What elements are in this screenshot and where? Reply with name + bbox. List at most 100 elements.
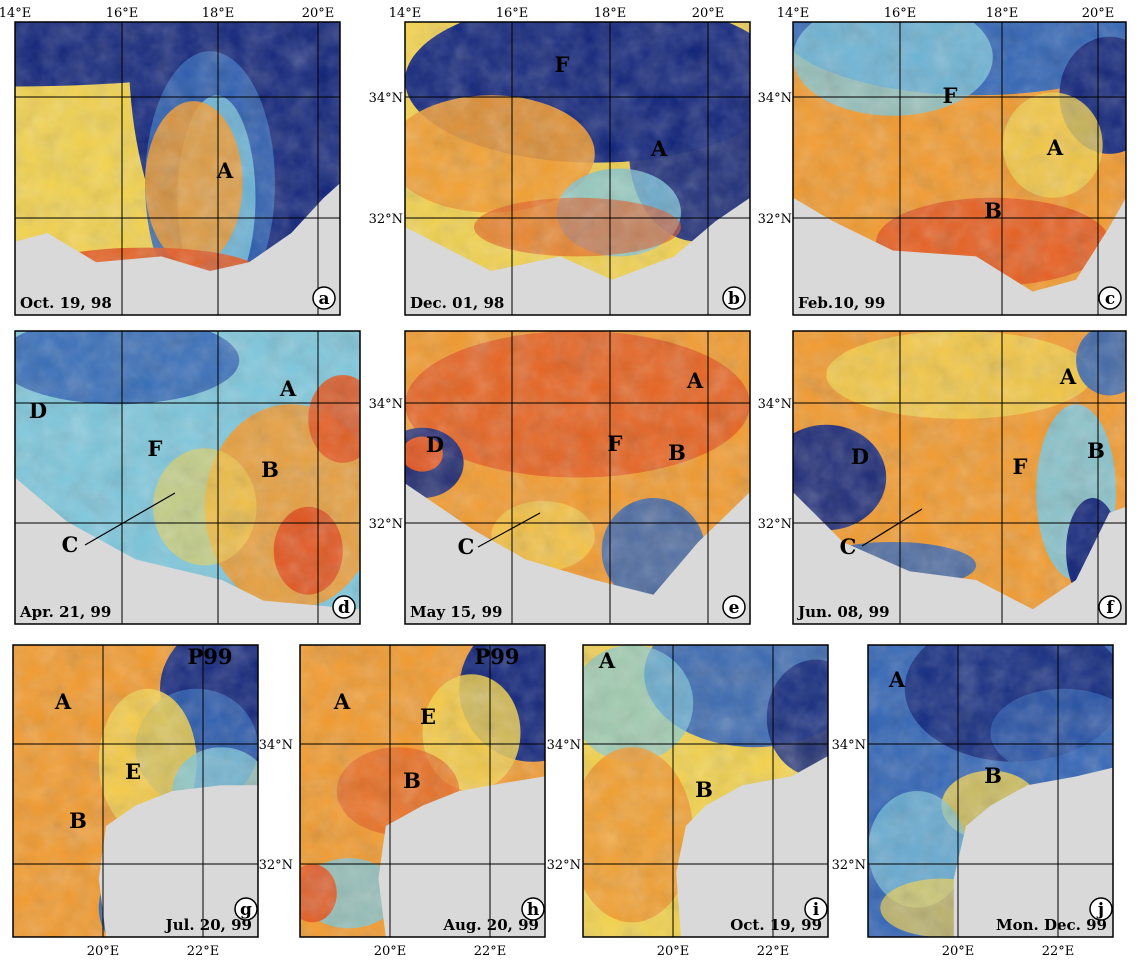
land-mass xyxy=(793,492,1126,624)
lon-tick-label: 18°E xyxy=(202,6,235,21)
feature-label-b: B xyxy=(695,777,713,802)
date-label: Oct. 19, 98 xyxy=(20,294,112,312)
feature-label-b: B xyxy=(984,198,1002,223)
lat-tick-label: 34°N xyxy=(758,91,792,106)
lat-tick-label: 32°N xyxy=(758,212,792,227)
date-label: Aug. 20, 99 xyxy=(442,916,539,934)
lon-tick-label: 22°E xyxy=(1042,944,1075,959)
lon-tick-label: 14°E xyxy=(389,6,422,21)
panel-id-label: a xyxy=(318,289,329,309)
date-label: Jun. 08, 99 xyxy=(796,603,890,621)
feature-label-a: A xyxy=(650,136,668,161)
lat-tick-label: 32°N xyxy=(259,858,293,873)
land-mass xyxy=(953,767,1113,937)
map-panel-b: F A Dec. 01, 98 b xyxy=(404,21,751,316)
panel-badge xyxy=(722,595,746,619)
feature-label-c: C xyxy=(458,534,475,559)
feature-label-b: B xyxy=(69,808,87,833)
panel-badge xyxy=(1089,897,1113,921)
lon-tick-label: 22°E xyxy=(474,944,507,959)
map-panel-i: A B Oct. 19, 99i xyxy=(582,644,829,938)
lon-tick-label: 20°E xyxy=(374,944,407,959)
feature-label-a: A xyxy=(1046,135,1064,160)
panel-frame xyxy=(404,330,751,625)
map-panel-j: A B Mon. Dec. 99j xyxy=(867,644,1114,938)
panel-frame xyxy=(404,21,751,316)
panel-frame xyxy=(582,644,829,938)
date-label: Oct. 19, 99 xyxy=(730,916,822,934)
lon-tick-label: 20°E xyxy=(1082,6,1115,21)
map-panel-f: A D F B C Jun. 08, 99 f xyxy=(792,330,1127,625)
land-mass xyxy=(378,776,545,937)
map-panel-e: A D F B C May 15, 99 e xyxy=(404,330,751,625)
panel-frame xyxy=(867,644,1114,938)
lon-tick-label: 20°E xyxy=(942,944,975,959)
lat-tick-label: 34°N xyxy=(259,738,293,753)
panel-badge xyxy=(234,897,258,921)
feature-label-d: D xyxy=(426,432,444,457)
feature-label-a: A xyxy=(686,368,704,393)
feature-label-a: A xyxy=(279,376,297,401)
map-panel-g: P99 A E B Jul. 20, 99g xyxy=(12,644,259,938)
panel-badge xyxy=(804,897,828,921)
lon-tick-label: 16°E xyxy=(106,6,139,21)
land-mass xyxy=(405,483,750,624)
land-mass xyxy=(676,756,828,937)
lon-tick-label: 18°E xyxy=(594,6,627,21)
feature-pointer-line xyxy=(477,512,541,548)
feature-label-e: E xyxy=(125,759,141,784)
land-mass xyxy=(15,183,340,315)
axis-labels: 14°E 16°E 18°E 20°E 14°E 16°E 18°E 20°E 14°E 16°E… xyxy=(0,6,1114,959)
date-label: Feb.10, 99 xyxy=(798,294,885,312)
feature-pointer-line xyxy=(861,508,923,547)
lon-tick-label: 22°E xyxy=(187,944,220,959)
date-label: Mon. Dec. 99 xyxy=(996,916,1107,934)
panel-frame xyxy=(12,644,259,938)
feature-label-b: B xyxy=(668,440,686,465)
feature-label-b: B xyxy=(984,763,1002,788)
date-label: Jul. 20, 99 xyxy=(164,916,252,934)
panel-badge xyxy=(1098,286,1122,310)
lon-tick-label: 18°E xyxy=(986,6,1019,21)
panel-id-label: g xyxy=(240,900,252,920)
map-panel-h: P99 A E B Aug. 20, 99h xyxy=(299,644,546,938)
panel-badge xyxy=(1098,595,1122,619)
feature-label-e: E xyxy=(420,704,436,729)
feature-label-d: D xyxy=(29,398,47,423)
feature-label-p99: P99 xyxy=(474,644,519,669)
lat-tick-label: 32°N xyxy=(369,212,403,227)
map-panel-c: F A B Feb.10, 99 c xyxy=(792,21,1127,316)
panel-badge xyxy=(722,286,746,310)
lat-tick-label: 34°N xyxy=(758,397,792,412)
feature-label-f: F xyxy=(555,52,570,77)
feature-label-f: F xyxy=(1013,454,1028,479)
land-mass xyxy=(793,197,1126,315)
panel-id-label: d xyxy=(338,598,350,618)
feature-label-a: A xyxy=(333,689,351,714)
feature-label-f: F xyxy=(608,431,623,456)
lon-tick-label: 22°E xyxy=(757,944,790,959)
feature-label-f: F xyxy=(148,436,163,461)
land-mass xyxy=(15,477,360,624)
feature-label-a: A xyxy=(888,667,906,692)
lon-tick-label: 14°E xyxy=(0,6,31,21)
lat-tick-label: 34°N xyxy=(547,738,581,753)
panel-badge xyxy=(332,595,356,619)
panel-frame xyxy=(14,21,341,316)
feature-label-a: A xyxy=(598,648,616,673)
feature-pointer-line xyxy=(84,492,176,546)
feature-label-f: F xyxy=(943,83,958,108)
lon-tick-label: 20°E xyxy=(302,6,335,21)
lon-tick-label: 16°E xyxy=(496,6,529,21)
date-label: May 15, 99 xyxy=(410,603,502,621)
feature-label-c: C xyxy=(840,534,857,559)
map-panel-d: A D F B C Apr. 21, 99 d xyxy=(14,330,361,625)
panel-frame xyxy=(792,330,1127,625)
map-panel-a: A Oct. 19, 98 a xyxy=(14,21,341,316)
panel-id-label: e xyxy=(729,598,740,618)
panel-id-label: j xyxy=(1096,900,1104,920)
lon-tick-label: 14°E xyxy=(777,6,810,21)
lat-tick-label: 32°N xyxy=(758,517,792,532)
